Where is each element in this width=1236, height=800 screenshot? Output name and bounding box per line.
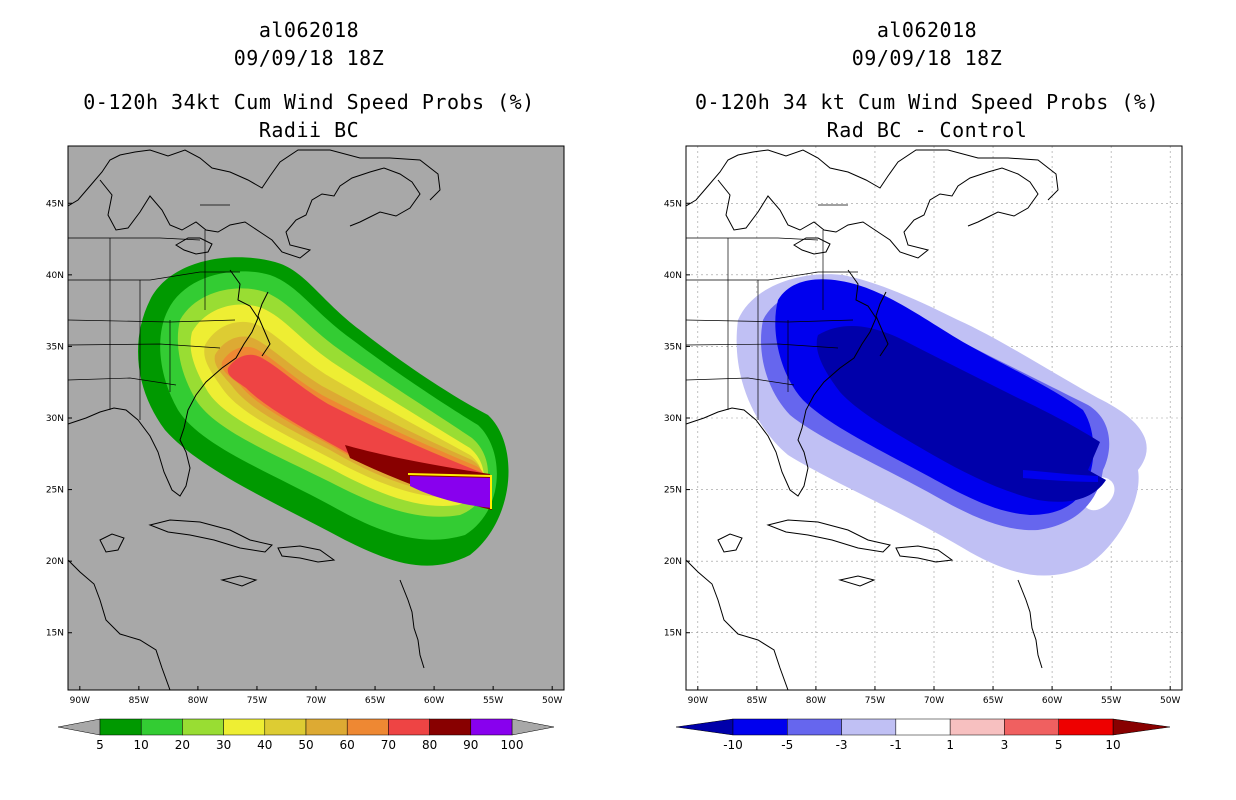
plot-title: 0-120h 34 kt Cum Wind Speed Probs (%) xyxy=(694,90,1160,114)
colorbar-label: 50 xyxy=(298,738,313,752)
colorbar-label: 100 xyxy=(501,738,524,752)
lon-tick-label: 60W xyxy=(424,696,444,706)
lon-tick-label: 70W xyxy=(924,696,944,706)
borders xyxy=(68,204,240,420)
right-panel: al062018 09/09/18 18Z 0-120h 34 kt Cum W… xyxy=(618,0,1236,800)
lat-tick-label: 15N xyxy=(46,629,64,639)
colorbar-over-arrow xyxy=(511,718,555,736)
colorbar-label: 80 xyxy=(422,738,437,752)
lon-labels: 90W 85W 80W 75W 70W 65W 60W 55W 50W xyxy=(70,686,562,706)
colorbar-label: -3 xyxy=(836,738,848,752)
left-panel: al062018 09/09/18 18Z 0-120h 34kt Cum Wi… xyxy=(46,18,565,752)
storm-id: al062018 xyxy=(258,18,360,42)
lon-tick-label: 70W xyxy=(306,696,326,706)
datetime: 09/09/18 18Z xyxy=(851,46,1003,70)
colorbar-swatch xyxy=(140,718,183,736)
colorbar-label: 10 xyxy=(1105,738,1120,752)
colorbar-swatch xyxy=(470,718,513,736)
lat-tick-label: 25N xyxy=(46,486,64,496)
storm-id: al062018 xyxy=(876,18,978,42)
difference-fields xyxy=(736,274,1147,576)
plot-subtitle: Radii BC xyxy=(258,118,360,142)
colorbar-over-arrow xyxy=(1112,718,1171,736)
lon-tick-label: 85W xyxy=(129,696,149,706)
colorbar-swatch xyxy=(99,718,142,736)
lon-tick-label: 75W xyxy=(247,696,267,706)
colorbar-label: 3 xyxy=(1001,738,1009,752)
lat-tick-label: 35N xyxy=(664,342,682,352)
colorbar-swatch xyxy=(305,718,348,736)
colorbar-swatch xyxy=(264,718,307,736)
lat-tick-label: 20N xyxy=(664,557,682,567)
probability-fields xyxy=(138,257,509,566)
lon-tick-label: 55W xyxy=(483,696,503,706)
plot-title: 0-120h 34kt Cum Wind Speed Probs (%) xyxy=(83,90,535,114)
lon-tick-label: 90W xyxy=(688,696,708,706)
lon-tick-label: 90W xyxy=(70,696,90,706)
colorbar-swatch xyxy=(732,718,788,736)
colorbar-under-arrow xyxy=(675,718,734,736)
colorbar-label: 40 xyxy=(257,738,272,752)
colorbar-swatch xyxy=(182,718,224,736)
colorbar-label: 30 xyxy=(216,738,231,752)
colorbar-label: 90 xyxy=(463,738,478,752)
colorbar-label: 20 xyxy=(175,738,190,752)
lat-labels: 45N 40N 35N 30N 25N 20N 15N xyxy=(46,199,72,639)
lat-tick-label: 15N xyxy=(664,629,682,639)
colorbar-label: 60 xyxy=(340,738,355,752)
lon-tick-label: 50W xyxy=(542,696,562,706)
colorbar-label: -5 xyxy=(781,738,793,752)
lat-tick-label: 20N xyxy=(46,557,64,567)
colorbar-label: -10 xyxy=(723,738,743,752)
lon-tick-label: 80W xyxy=(806,696,826,706)
colorbar-swatch xyxy=(388,718,430,736)
colorbar-swatch xyxy=(1058,718,1114,736)
lon-labels: 90W 85W 80W 75W 70W 65W 60W 55W 50W xyxy=(688,686,1180,706)
lat-labels: 45N 40N 35N 30N 25N 20N 15N xyxy=(664,199,690,639)
lat-tick-label: 35N xyxy=(46,342,64,352)
lat-tick-label: 30N xyxy=(664,414,682,424)
colorbar-swatch xyxy=(429,718,472,736)
datetime: 09/09/18 18Z xyxy=(233,46,385,70)
coastlines xyxy=(68,149,441,690)
right-map-svg: 45N 40N 35N 30N 25N 20N 15N 90W 85W 80W 75W 70W 65W… xyxy=(664,145,1183,752)
colorbar-swatch xyxy=(787,718,842,736)
colorbar-swatch xyxy=(346,718,389,736)
lon-tick-label: 85W xyxy=(747,696,767,706)
colorbar-label: -1 xyxy=(890,738,902,752)
lon-tick-label: 60W xyxy=(1042,696,1062,706)
colorbar: -10 -5 -3 -1 1 3 5 10 xyxy=(675,718,1171,752)
lat-tick-label: 25N xyxy=(664,486,682,496)
lat-tick-label: 40N xyxy=(664,271,682,281)
lon-tick-label: 65W xyxy=(365,696,385,706)
coastlines xyxy=(686,149,1059,690)
colorbar-swatch xyxy=(949,718,1005,736)
colorbar-under-arrow xyxy=(57,718,101,736)
lat-tick-label: 30N xyxy=(46,414,64,424)
lon-tick-label: 75W xyxy=(865,696,885,706)
colorbar-swatch xyxy=(841,718,897,736)
lon-tick-label: 50W xyxy=(1160,696,1180,706)
borders xyxy=(686,204,858,420)
lat-tick-label: 45N xyxy=(664,199,682,209)
lon-tick-label: 65W xyxy=(983,696,1003,706)
colorbar-label: 5 xyxy=(1055,738,1063,752)
left-map-svg: 45N 40N 35N 30N 25N 20N 15N 90W 85W 80W 75W 70W 65W… xyxy=(46,145,565,752)
colorbar-label: 5 xyxy=(96,738,104,752)
colorbar-swatch xyxy=(223,718,266,736)
colorbar-swatch xyxy=(895,718,951,736)
lat-tick-label: 40N xyxy=(46,271,64,281)
colorbar-label: 70 xyxy=(381,738,396,752)
colorbar-swatch xyxy=(1004,718,1059,736)
plot-subtitle: Rad BC - Control xyxy=(826,118,1028,142)
colorbar-label: 1 xyxy=(946,738,954,752)
colorbar-label: 10 xyxy=(134,738,149,752)
lat-tick-label: 45N xyxy=(46,199,64,209)
lon-tick-label: 55W xyxy=(1101,696,1121,706)
colorbar: 5 10 20 30 40 50 60 70 80 90 100 xyxy=(57,718,555,752)
lon-tick-label: 80W xyxy=(188,696,208,706)
